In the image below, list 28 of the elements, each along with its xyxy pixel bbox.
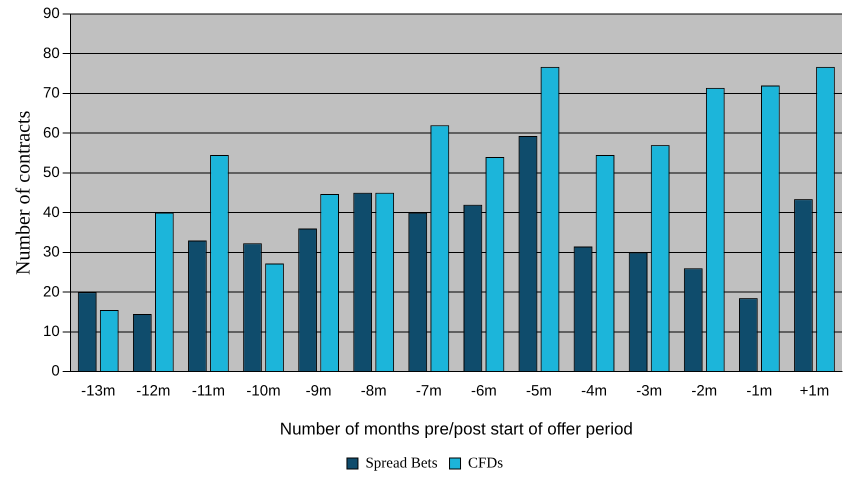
x-tick-label: -2m (691, 382, 718, 400)
x-tick-label: +1m (800, 382, 830, 400)
x-tick-label: -1m (746, 382, 772, 400)
legend-label: CFDs (468, 455, 504, 472)
y-tick-label: 70 (42, 84, 60, 102)
y-tick-label: 10 (42, 323, 60, 340)
y-tick-label: 60 (42, 124, 60, 142)
y-tick-label: 40 (42, 204, 60, 221)
x-tick-label: -9m (306, 382, 332, 400)
x-tick-label: -3m (636, 382, 662, 400)
y-tick-label: 20 (42, 283, 60, 300)
x-tick-label: -6m (470, 382, 497, 400)
x-tick-label: -5m (526, 382, 552, 400)
y-tick-label: 50 (42, 164, 60, 182)
y-axis-title: Number of contracts (12, 110, 34, 275)
y-tick-label: 90 (42, 5, 60, 22)
y-tick-label: 30 (42, 244, 60, 261)
x-tick-label: -7m (416, 382, 442, 400)
x-tick-label: -11m (192, 382, 225, 400)
x-axis-title: Number of months pre/post start of offer period (280, 419, 633, 438)
x-tick-label: -13m (81, 382, 116, 400)
y-tick-label: 0 (51, 362, 60, 380)
x-tick-label: -4m (581, 382, 607, 400)
y-tick-label: 80 (42, 44, 60, 62)
x-tick-label: -8m (360, 382, 387, 400)
x-tick-label: -10m (246, 382, 281, 400)
legend-label: Spread Bets (365, 455, 438, 472)
x-tick-label: -12m (136, 382, 170, 400)
